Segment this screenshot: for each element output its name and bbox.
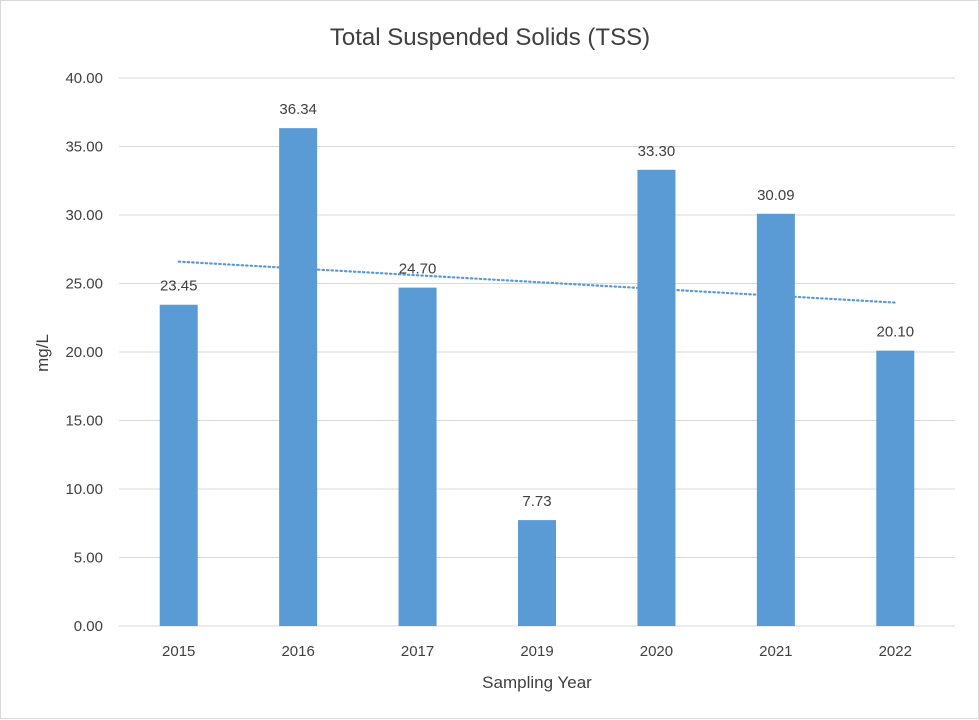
y-tick-label-2: 10.00: [65, 481, 103, 498]
data-label-2019: 7.73: [522, 493, 551, 510]
y-tick-label-3: 15.00: [65, 413, 103, 430]
bars: [159, 128, 915, 627]
x-tick-label-2020: 2020: [640, 643, 673, 660]
data-label-2016: 36.34: [279, 101, 317, 118]
bar-2017: [398, 287, 437, 626]
data-label-2022: 20.10: [877, 324, 915, 341]
y-tick-label-5: 25.00: [65, 276, 103, 293]
x-tick-label-2021: 2021: [759, 643, 792, 660]
x-axis-title: Sampling Year: [482, 673, 592, 692]
y-tick-label-1: 5.00: [74, 550, 103, 567]
x-tick-label-2019: 2019: [520, 643, 553, 660]
y-tick-label-8: 40.00: [65, 70, 103, 87]
data-label-2017: 24.70: [399, 261, 437, 278]
bar-2022: [876, 350, 915, 626]
trendline-layer: [177, 260, 897, 304]
y-axis-ticks: 0.00 5.00 10.00 15.00 20.00 25.00 30.00 35.00 40…: [65, 70, 103, 635]
y-axis-title: mg/L: [33, 334, 52, 372]
x-tick-label-2016: 2016: [281, 643, 314, 660]
y-tick-label-0: 0.00: [74, 618, 103, 635]
chart-title: Total Suspended Solids (TSS): [330, 24, 650, 51]
bar-2020: [637, 169, 676, 627]
data-label-2021: 30.09: [757, 187, 795, 204]
x-tick-label-2017: 2017: [401, 643, 434, 660]
bar-2016: [279, 128, 318, 626]
y-tick-label-7: 35.00: [65, 139, 103, 156]
data-label-2020: 33.30: [638, 143, 676, 160]
data-label-2015: 23.45: [160, 278, 198, 295]
bar-2019: [518, 520, 556, 626]
bar-2021: [756, 213, 795, 626]
data-labels: 23.45 36.34 24.70 7.73 33.30 30.09 20.10: [160, 101, 914, 510]
gridlines: [119, 77, 955, 627]
x-tick-label-2022: 2022: [879, 643, 912, 660]
x-axis-ticks: 2015 2016 2017 2019 2020 2021 2022: [162, 643, 912, 660]
y-tick-label-6: 30.00: [65, 207, 103, 224]
bar-2015: [159, 304, 198, 626]
x-tick-label-2015: 2015: [162, 643, 195, 660]
y-tick-label-4: 20.00: [65, 344, 103, 361]
trendline: [177, 260, 897, 304]
